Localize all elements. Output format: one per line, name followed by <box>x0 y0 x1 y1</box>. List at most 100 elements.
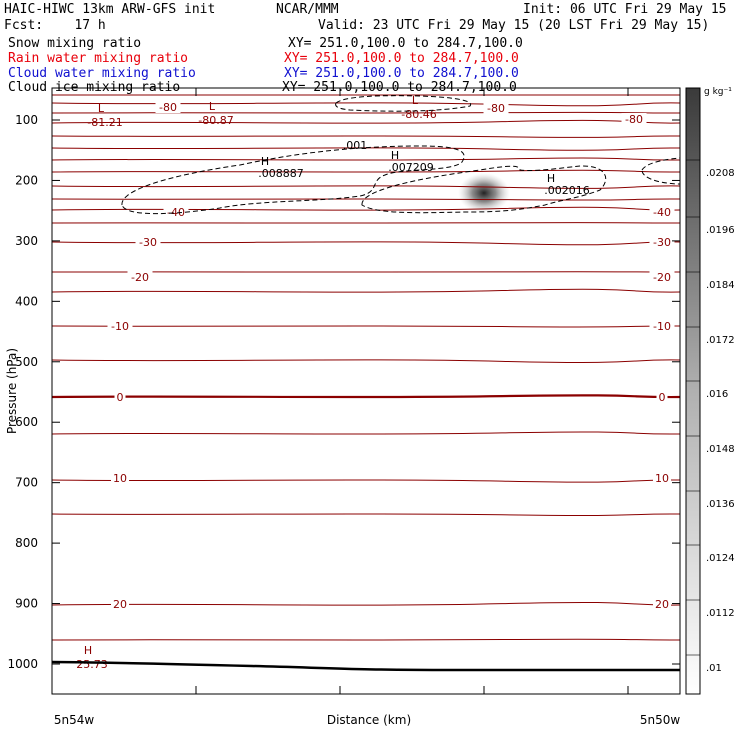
svg-text:-80: -80 <box>159 101 177 114</box>
isotherm-label-right: 0 <box>656 391 668 404</box>
y-tick-label: 300 <box>15 234 38 248</box>
colorbar-tick-label: .0136 <box>706 499 735 510</box>
colorbar-tick-label: .016 <box>706 389 728 400</box>
isotherm <box>51 102 681 107</box>
isotherm-label-right: -10 <box>649 320 675 333</box>
isotherm-inline-label: -80 <box>483 102 509 115</box>
x-axis: 5n54w 5n50w Distance (km) <box>51 88 681 727</box>
svg-text:25.73: 25.73 <box>76 658 108 671</box>
svg-text:.002016: .002016 <box>544 184 590 197</box>
isotherm-label-right: -30 <box>649 236 675 249</box>
y-tick-label: 100 <box>15 113 38 127</box>
isotherm-inline-label: -80 <box>621 113 647 126</box>
isotherm <box>51 479 681 483</box>
field-name-snow: Snow mixing ratio <box>8 36 142 51</box>
svg-text:L: L <box>98 102 105 115</box>
svg-text:H: H <box>84 644 92 657</box>
isotherm <box>51 241 681 246</box>
isotherm-label-left: -10 <box>107 320 133 333</box>
svg-text:-30: -30 <box>653 236 671 249</box>
x-axis-title: Distance (km) <box>327 713 411 727</box>
cloud-ice-contour-label: .001 <box>343 139 368 152</box>
isotherm-label-left: -40 <box>163 206 189 219</box>
svg-text:H: H <box>261 155 269 168</box>
isotherm <box>51 325 681 328</box>
field-xy-snow: XY= 251.0,100.0 to 284.7,100.0 <box>288 36 523 51</box>
isotherm <box>51 431 681 435</box>
svg-text:.008887: .008887 <box>258 167 304 180</box>
temperature-extremum: L-80.87 <box>198 100 233 127</box>
svg-text:-40: -40 <box>653 206 671 219</box>
colorbar-tick-label: .01 <box>706 663 722 674</box>
temperature-extremum: L-80.46 <box>401 94 436 121</box>
isotherm-label-left: -30 <box>135 236 161 249</box>
colorbar-tick-label: .0112 <box>706 608 735 619</box>
isotherm <box>51 359 681 363</box>
isotherm <box>51 147 681 151</box>
colorbar-tick-label: .0124 <box>706 553 735 564</box>
x-tick-label: 5n50w <box>640 713 681 727</box>
isotherm-label-left: -20 <box>127 271 153 284</box>
isotherm <box>51 169 681 173</box>
isotherm <box>51 206 681 211</box>
isotherm <box>51 513 681 516</box>
colorbar: g kg⁻¹ .0208 .0196 .0184 .0172 .016 .0148 .0136… <box>685 87 735 695</box>
field-xy-cloudwater: XY= 251.0,100.0 to 284.7,100.0 <box>284 66 519 81</box>
svg-text:-40: -40 <box>167 206 185 219</box>
isotherm-label-left: 20 <box>111 598 129 611</box>
isotherm <box>51 288 681 293</box>
cloud-ice-contour <box>335 95 472 112</box>
colorbar-tick-label: .0172 <box>706 335 735 346</box>
cloud-ice-contour <box>641 157 681 185</box>
header-valid: Valid: 23 UTC Fri 29 May 15 (20 LST Fri … <box>318 18 710 33</box>
svg-text:10: 10 <box>113 472 127 485</box>
y-axis: 1002003004005006007008009001000Pressure … <box>5 113 680 671</box>
svg-text:-81.21: -81.21 <box>87 116 122 129</box>
cloud-ice-maximum: H.007209 <box>388 149 434 174</box>
svg-text:10: 10 <box>655 472 669 485</box>
svg-text:-80: -80 <box>625 113 643 126</box>
plot-frame <box>51 87 681 695</box>
y-tick-label: 900 <box>15 597 38 611</box>
y-axis-title: Pressure (hPa) <box>5 348 19 434</box>
svg-text:L: L <box>412 94 419 107</box>
cloud-ice-maximum: H.008887 <box>258 155 304 180</box>
colorbar-tick-label: .0184 <box>706 280 735 291</box>
svg-text:20: 20 <box>655 598 669 611</box>
isotherm-label-right: 20 <box>653 598 671 611</box>
y-tick-label: 800 <box>15 536 38 550</box>
header-title: HAIC-HIWC 13km ARW-GFS init <box>4 2 216 17</box>
isotherm-label-right: -40 <box>649 206 675 219</box>
colorbar-tick-label: .0208 <box>706 168 735 179</box>
isotherm-label-right: -20 <box>649 271 675 284</box>
isotherm <box>51 111 681 114</box>
isotherm-label-right: 10 <box>653 472 671 485</box>
y-tick-label: 200 <box>15 173 38 187</box>
field-xy-rain: XY= 251.0,100.0 to 284.7,100.0 <box>284 51 519 66</box>
isotherm <box>51 198 681 201</box>
header-init: Init: 06 UTC Fri 29 May 15 <box>523 2 727 17</box>
colorbar-tick-label: .0148 <box>706 444 735 455</box>
svg-text:L: L <box>209 100 216 113</box>
y-tick-label: 600 <box>15 415 38 429</box>
svg-text:.007209: .007209 <box>388 161 434 174</box>
svg-text:H: H <box>391 149 399 162</box>
svg-text:-80.46: -80.46 <box>401 108 436 121</box>
svg-text:-80.87: -80.87 <box>198 114 233 127</box>
svg-text:-10: -10 <box>653 320 671 333</box>
isotherm-label-left: 10 <box>111 472 129 485</box>
x-tick-label: 5n54w <box>54 713 95 727</box>
svg-text:0: 0 <box>117 391 124 404</box>
svg-text:-30: -30 <box>139 236 157 249</box>
isotherm <box>51 135 681 138</box>
y-tick-label: 1000 <box>7 657 38 671</box>
svg-text:0: 0 <box>659 391 666 404</box>
isotherm-label-left: 0 <box>114 391 126 404</box>
temperature-extremum: H25.73 <box>76 644 108 671</box>
header-fcst: Fcst: 17 h <box>4 18 106 33</box>
isotherm-inline-label: -80 <box>155 101 181 114</box>
isotherm <box>51 601 681 606</box>
temperature-extremum: L-81.21 <box>87 102 122 129</box>
isotherm <box>51 394 681 399</box>
